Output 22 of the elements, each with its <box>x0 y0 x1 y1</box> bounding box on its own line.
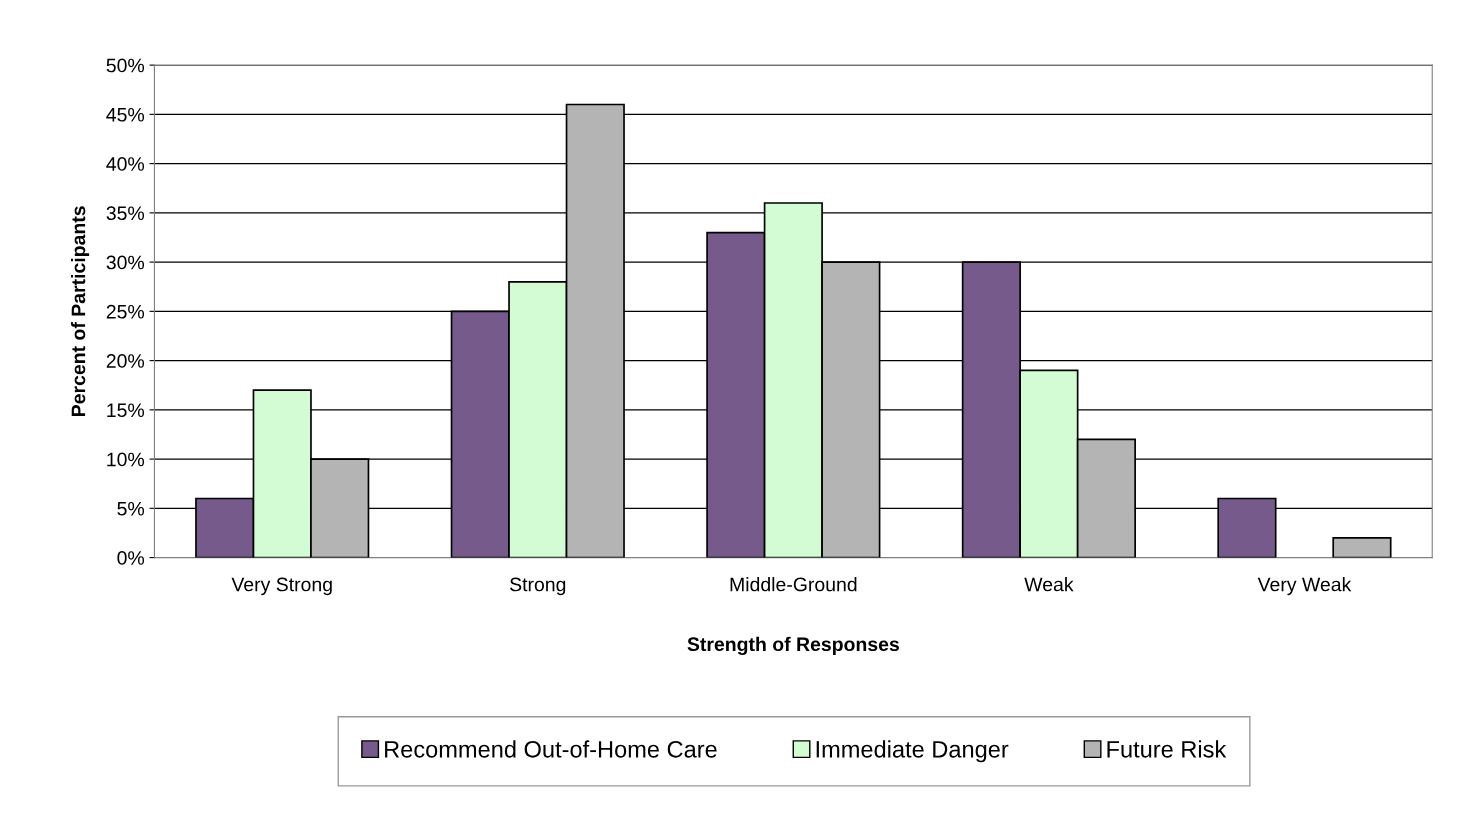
x-tick-label: Very Weak <box>1257 577 1352 596</box>
y-tick-label: 15% <box>107 403 145 418</box>
y-tick-label: 5% <box>117 501 145 516</box>
x-tick-label: Strong <box>510 577 566 596</box>
y-tick-label: 25% <box>106 304 145 319</box>
y-tick-label: 10% <box>107 452 145 467</box>
legend-label: Future Risk <box>1107 740 1227 758</box>
y-tick-label: 40% <box>106 157 145 171</box>
y-tick-label: 45% <box>106 107 145 122</box>
legend-label: Immediate Danger <box>816 740 1009 763</box>
y-tick-label: 50% <box>106 58 145 73</box>
x-tick-label: Weak <box>1024 577 1074 592</box>
y-tick-label: 35% <box>106 206 145 221</box>
x-tick-label: Middle-Ground <box>730 577 857 592</box>
y-axis-title: Percent of Participants <box>71 206 90 416</box>
legend-label: Recommend Out-of-Home Care <box>385 740 717 758</box>
y-tick-label: 0% <box>117 551 145 565</box>
bar <box>1332 537 1392 558</box>
x-tick-label: Very Strong <box>231 577 332 596</box>
y-tick-label: 30% <box>106 255 145 270</box>
x-axis-title: Strength of Responses <box>687 636 899 656</box>
y-tick-label: 20% <box>106 354 145 368</box>
